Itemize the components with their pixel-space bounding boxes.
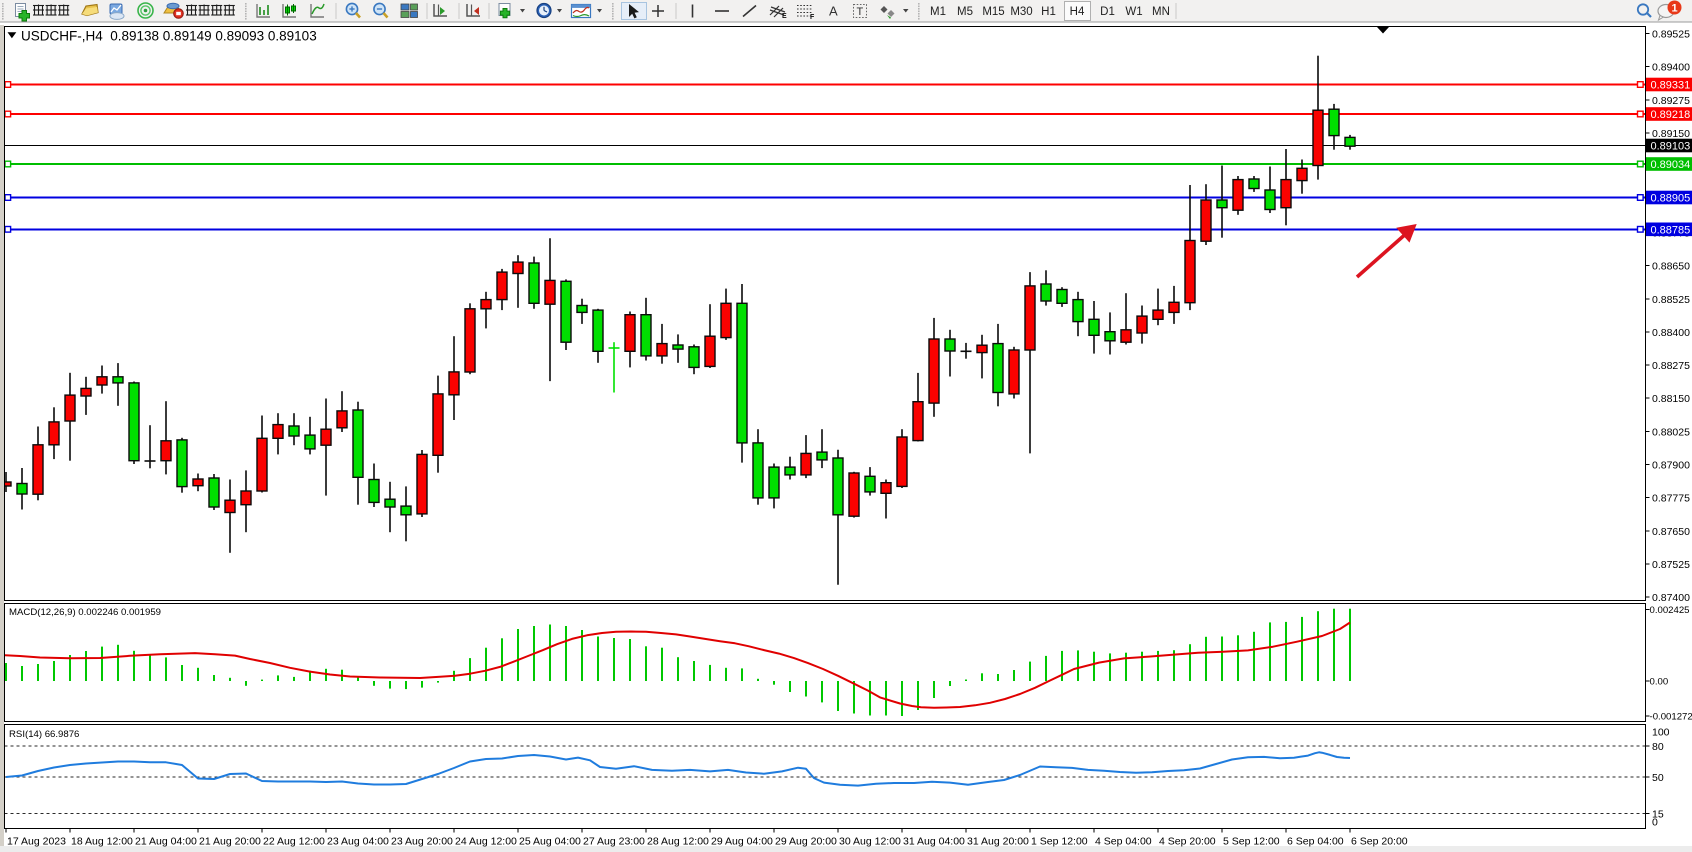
- svg-text:0.89218: 0.89218: [1651, 109, 1691, 121]
- svg-text:100: 100: [1652, 727, 1670, 739]
- svg-text:5 Sep 12:00: 5 Sep 12:00: [1223, 836, 1280, 848]
- svg-text:23 Aug 20:00: 23 Aug 20:00: [391, 836, 453, 848]
- svg-text:0.89150: 0.89150: [1652, 128, 1690, 140]
- svg-text:28 Aug 12:00: 28 Aug 12:00: [647, 836, 709, 848]
- svg-text:1 Sep 12:00: 1 Sep 12:00: [1031, 836, 1088, 848]
- svg-text:0.88905: 0.88905: [1651, 193, 1691, 205]
- svg-text:1: 1: [1671, 3, 1677, 15]
- svg-text:0.002425: 0.002425: [1650, 605, 1690, 616]
- svg-text:F: F: [810, 14, 815, 21]
- svg-text:4 Sep 04:00: 4 Sep 04:00: [1095, 836, 1152, 848]
- svg-text:USDCHF-,H4 0.89138 0.89149 0.: USDCHF-,H4 0.89138 0.89149 0.89093 0.891…: [21, 29, 317, 44]
- svg-text:T: T: [857, 6, 864, 18]
- svg-text:50: 50: [1652, 772, 1664, 784]
- svg-text:M1: M1: [930, 6, 946, 18]
- svg-text:0.89525: 0.89525: [1652, 29, 1690, 41]
- svg-text:0.88025: 0.88025: [1652, 426, 1690, 438]
- svg-text:0.89331: 0.89331: [1651, 80, 1691, 92]
- svg-text:29 Aug 20:00: 29 Aug 20:00: [775, 836, 837, 848]
- svg-text:0.88400: 0.88400: [1652, 327, 1690, 339]
- svg-text:0.87775: 0.87775: [1652, 493, 1690, 505]
- svg-text:M5: M5: [957, 6, 973, 18]
- svg-text:31 Aug 04:00: 31 Aug 04:00: [903, 836, 965, 848]
- svg-text:0.88525: 0.88525: [1652, 294, 1690, 306]
- svg-text:30 Aug 12:00: 30 Aug 12:00: [839, 836, 901, 848]
- svg-text:27 Aug 23:00: 27 Aug 23:00: [583, 836, 645, 848]
- svg-text:6 Sep 04:00: 6 Sep 04:00: [1287, 836, 1344, 848]
- svg-text:25 Aug 04:00: 25 Aug 04:00: [519, 836, 581, 848]
- svg-text:E: E: [782, 13, 787, 20]
- svg-text:29 Aug 04:00: 29 Aug 04:00: [711, 836, 773, 848]
- svg-text:23 Aug 04:00: 23 Aug 04:00: [327, 836, 389, 848]
- svg-text:H1: H1: [1041, 6, 1056, 18]
- svg-text:0.87400: 0.87400: [1652, 592, 1690, 604]
- svg-text:21 Aug 04:00: 21 Aug 04:00: [135, 836, 197, 848]
- svg-text:MN: MN: [1152, 6, 1170, 18]
- svg-text:RSI(14) 66.9876: RSI(14) 66.9876: [9, 729, 79, 740]
- svg-text:0: 0: [1652, 816, 1658, 828]
- svg-text:0.89275: 0.89275: [1652, 95, 1690, 107]
- svg-text:A: A: [829, 4, 838, 19]
- svg-text:0.89400: 0.89400: [1652, 62, 1690, 74]
- svg-text:0.88785: 0.88785: [1651, 225, 1691, 237]
- svg-text:0.87650: 0.87650: [1652, 526, 1690, 538]
- svg-text:D1: D1: [1100, 6, 1115, 18]
- svg-text:-0.001272: -0.001272: [1650, 712, 1692, 723]
- svg-text:31 Aug 20:00: 31 Aug 20:00: [967, 836, 1029, 848]
- svg-text:0.89103: 0.89103: [1651, 141, 1691, 153]
- svg-text:MACD(12,26,9) 0.002246 0.00195: MACD(12,26,9) 0.002246 0.001959: [9, 607, 161, 618]
- svg-text:21 Aug 20:00: 21 Aug 20:00: [199, 836, 261, 848]
- svg-text:24 Aug 12:00: 24 Aug 12:00: [455, 836, 517, 848]
- svg-text:W1: W1: [1125, 6, 1142, 18]
- svg-text:0.89034: 0.89034: [1651, 159, 1691, 171]
- svg-text:M15: M15: [982, 6, 1004, 18]
- svg-text:0.88650: 0.88650: [1652, 261, 1690, 273]
- svg-text:4 Sep 20:00: 4 Sep 20:00: [1159, 836, 1216, 848]
- svg-text:80: 80: [1652, 741, 1664, 753]
- svg-text:17 Aug 2023: 17 Aug 2023: [7, 836, 66, 848]
- svg-text:0.00: 0.00: [1650, 677, 1669, 688]
- svg-text:M30: M30: [1010, 6, 1032, 18]
- svg-text:0.87900: 0.87900: [1652, 460, 1690, 472]
- svg-text:0.87525: 0.87525: [1652, 559, 1690, 571]
- svg-text:15: 15: [1652, 808, 1664, 820]
- svg-text:6 Sep 20:00: 6 Sep 20:00: [1351, 836, 1408, 848]
- svg-text:18 Aug 12:00: 18 Aug 12:00: [71, 836, 133, 848]
- svg-text:0.88150: 0.88150: [1652, 393, 1690, 405]
- svg-text:H4: H4: [1070, 6, 1085, 18]
- svg-text:22 Aug 12:00: 22 Aug 12:00: [263, 836, 325, 848]
- svg-text:0.88275: 0.88275: [1652, 360, 1690, 372]
